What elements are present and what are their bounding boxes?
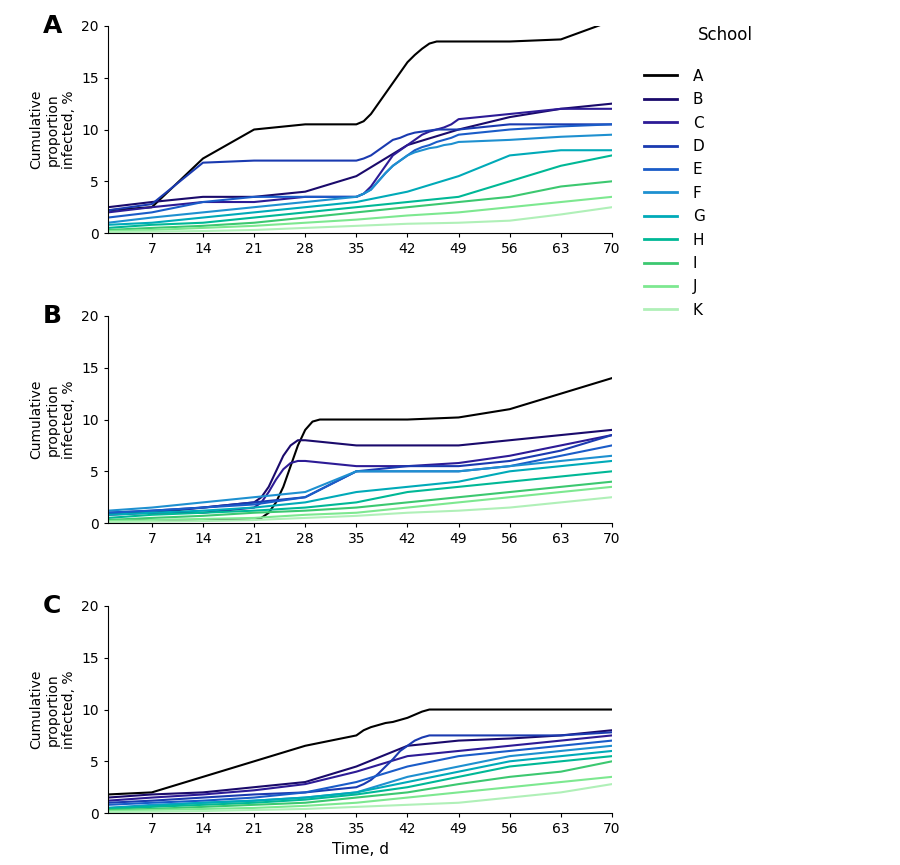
Y-axis label: Cumulative
proportion
infected, %: Cumulative proportion infected, % — [30, 90, 76, 170]
Text: B: B — [42, 304, 61, 328]
Legend: A, B, C, D, E, F, G, H, I, J, K: A, B, C, D, E, F, G, H, I, J, K — [637, 62, 711, 324]
Y-axis label: Cumulative
proportion
infected, %: Cumulative proportion infected, % — [30, 380, 76, 459]
X-axis label: Time, d: Time, d — [331, 842, 389, 856]
Y-axis label: Cumulative
proportion
infected, %: Cumulative proportion infected, % — [30, 670, 76, 749]
Text: School: School — [698, 26, 753, 44]
Text: A: A — [42, 14, 62, 37]
Text: C: C — [42, 593, 61, 618]
